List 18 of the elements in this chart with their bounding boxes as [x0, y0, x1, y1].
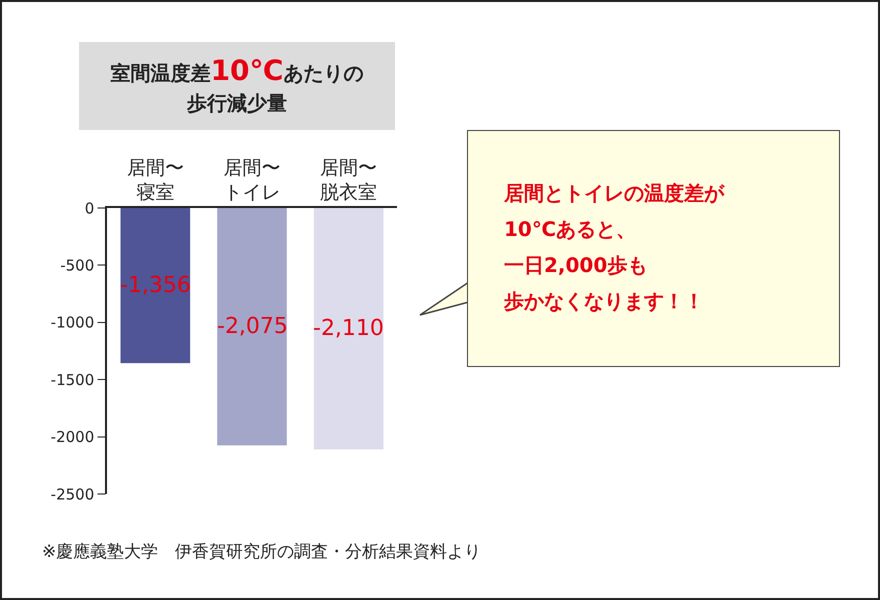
- x-tick-label: 居間〜寝室: [126, 156, 184, 204]
- y-tick-label: -500: [60, 256, 94, 274]
- text: 居間とトイレの温度差が: [504, 180, 726, 207]
- text: 10℃あると、: [504, 216, 638, 243]
- x-tick-label: 居間〜脱衣室: [320, 156, 378, 204]
- text: ※慶應義塾大学 伊香賀研究所の調査・分析結果資料より: [42, 541, 482, 563]
- text: 一日2,000歩も: [504, 252, 648, 279]
- text: 歩かなくなります！！: [504, 288, 705, 315]
- data-label: -2,110: [313, 316, 384, 341]
- chart-title: 室間温度差10℃あたりの歩行減少量: [110, 54, 364, 115]
- data-label: -1,356: [120, 273, 191, 298]
- y-tick-label: -1500: [50, 370, 94, 389]
- x-tick-label: 居間〜トイレ: [224, 156, 280, 204]
- y-tick-label: -2500: [50, 485, 94, 504]
- y-tick-label: -2000: [50, 428, 94, 446]
- y-tick-label: 0: [84, 199, 94, 218]
- y-tick-label: -1000: [50, 314, 94, 332]
- data-label: -2,075: [217, 314, 288, 339]
